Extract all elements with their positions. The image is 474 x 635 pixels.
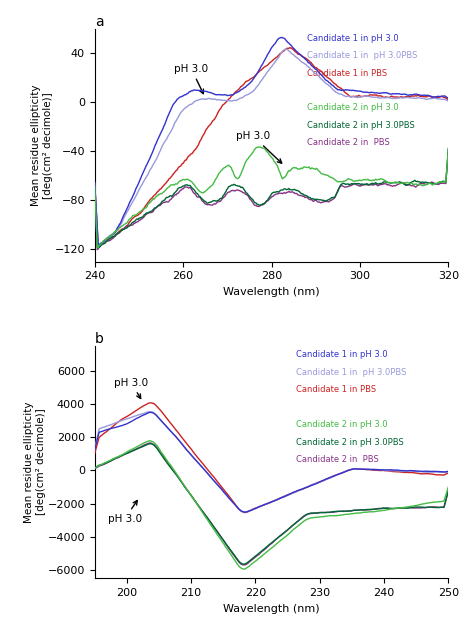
Text: pH 3.0: pH 3.0 (108, 500, 142, 524)
Text: Candidate 2 in  PBS: Candidate 2 in PBS (296, 455, 379, 464)
Text: Candidate 1 in pH 3.0: Candidate 1 in pH 3.0 (307, 34, 399, 43)
X-axis label: Wavelength (nm): Wavelength (nm) (223, 287, 320, 297)
Text: Candidate 1 in  pH 3.0PBS: Candidate 1 in pH 3.0PBS (307, 51, 417, 60)
Text: pH 3.0: pH 3.0 (174, 64, 209, 94)
Text: Candidate 1 in PBS: Candidate 1 in PBS (307, 69, 387, 77)
Text: pH 3.0: pH 3.0 (114, 378, 148, 399)
Text: Candidate 1 in PBS: Candidate 1 in PBS (296, 385, 376, 394)
Text: pH 3.0: pH 3.0 (236, 131, 282, 163)
Text: Candidate 1 in  pH 3.0PBS: Candidate 1 in pH 3.0PBS (296, 368, 407, 377)
Text: Candidate 2 in pH 3.0: Candidate 2 in pH 3.0 (307, 104, 399, 112)
Text: Candidate 2 in pH 3.0PBS: Candidate 2 in pH 3.0PBS (307, 121, 415, 130)
Y-axis label: Mean residue ellipticity
[deg(cm² decimole)]: Mean residue ellipticity [deg(cm² decimo… (25, 401, 46, 523)
Text: a: a (95, 15, 103, 29)
Text: Candidate 2 in pH 3.0: Candidate 2 in pH 3.0 (296, 420, 388, 429)
Text: Candidate 1 in pH 3.0: Candidate 1 in pH 3.0 (296, 351, 388, 359)
Text: Candidate 2 in  PBS: Candidate 2 in PBS (307, 138, 390, 147)
X-axis label: Wavelength (nm): Wavelength (nm) (223, 604, 320, 613)
Y-axis label: Mean residue ellipticity
[deg(cm² decimole)]: Mean residue ellipticity [deg(cm² decimo… (31, 84, 53, 206)
Text: b: b (95, 331, 103, 345)
Text: Candidate 2 in pH 3.0PBS: Candidate 2 in pH 3.0PBS (296, 438, 404, 446)
